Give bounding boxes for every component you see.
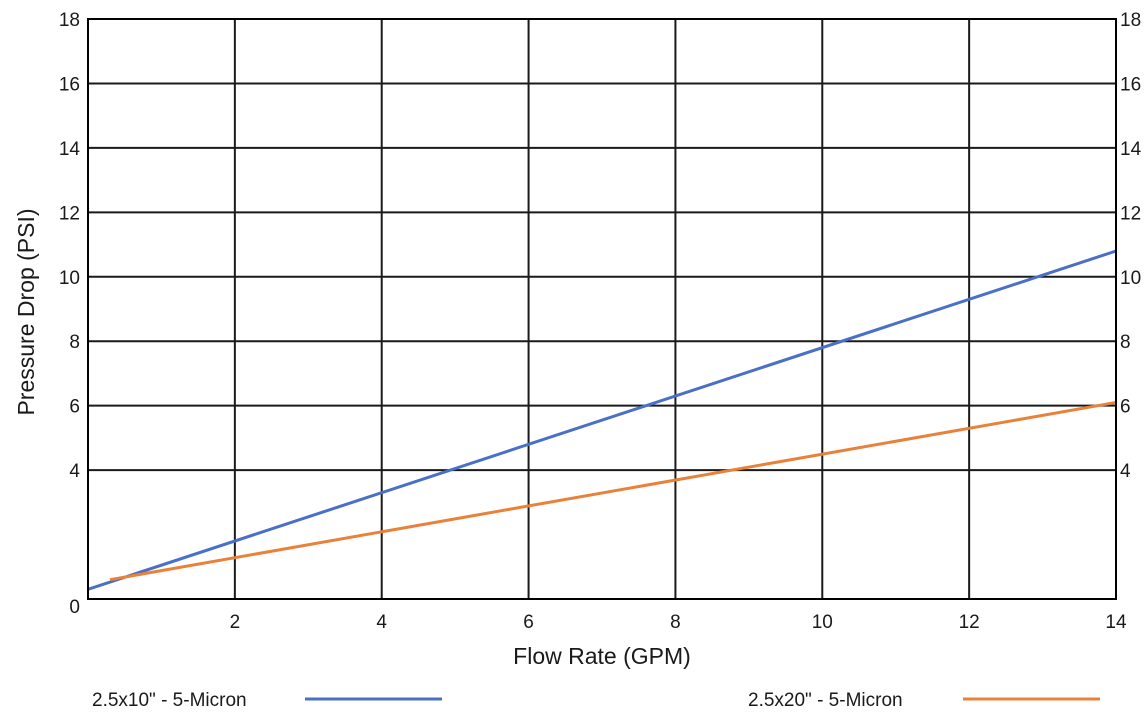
y-tick-label: 6 [69,397,80,418]
y-tick-label-right: 6 [1120,397,1131,418]
y-tick-label: 16 [59,74,80,95]
y-tick-label-right: 16 [1120,74,1141,95]
x-tick-label: 8 [670,612,681,633]
legend: 2.5x10" - 5-Micron 2.5x20" - 5-Micron [92,690,1100,711]
x-axis-title: Flow Rate (GPM) [513,643,691,669]
y-tick-label: 18 [59,10,80,31]
y-tick-label: 4 [69,461,80,482]
y-tick-labels-right: 4 6 8 10 12 14 16 18 [1120,10,1142,482]
y-tick-label-right: 4 [1120,461,1131,482]
y-tick-label: 8 [69,332,80,353]
x-tick-label: 2 [230,612,241,633]
series-line-2 [109,400,1117,582]
y-tick-label-right: 10 [1120,268,1141,289]
y-tick-label-right: 8 [1120,332,1131,353]
y-tick-label-right: 14 [1120,139,1142,160]
y-tick-label: 0 [69,597,80,618]
x-tick-labels: 2 4 6 8 10 12 14 [230,612,1127,633]
y-tick-label: 12 [59,203,80,224]
x-tick-label: 4 [376,612,387,633]
y-tick-label: 14 [59,139,81,160]
legend-label-series-1: 2.5x10" - 5-Micron [92,690,247,711]
y-tick-label: 10 [59,268,80,289]
x-tick-label: 12 [959,612,980,633]
legend-label-series-2: 2.5x20" - 5-Micron [748,690,903,711]
x-tick-label: 14 [1105,612,1127,633]
x-tick-label: 10 [812,612,833,633]
y-axis-title: Pressure Drop (PSI) [13,208,39,415]
series-line-1 [87,249,1117,591]
x-tick-label: 6 [523,612,534,633]
y-tick-label-right: 18 [1120,10,1141,31]
series-lines [87,249,1117,591]
y-tick-labels: 0 4 6 8 10 12 14 16 18 [59,10,81,618]
plot-frame [87,18,1117,600]
grid [88,19,1116,599]
y-tick-label-right: 12 [1120,203,1141,224]
